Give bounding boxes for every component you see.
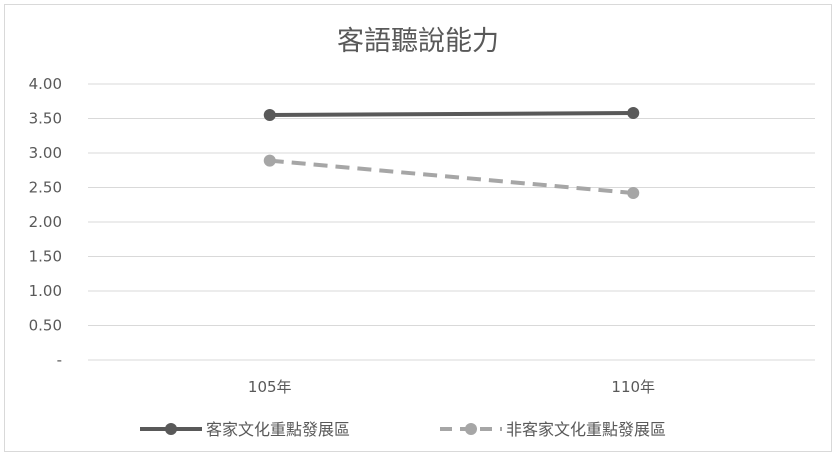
y-tick-label: 0.50 <box>29 317 62 335</box>
legend-label: 非客家文化重點發展區 <box>506 420 666 439</box>
chart-title: 客語聽說能力 <box>337 26 499 57</box>
chart-frame <box>4 4 832 452</box>
y-tick-label: 4.00 <box>29 75 62 93</box>
y-tick-label: 3.50 <box>29 110 62 128</box>
data-point <box>263 154 276 167</box>
x-axis-tick-labels: 105年 110年 <box>248 378 655 396</box>
y-tick-label: - <box>57 351 62 369</box>
data-point <box>263 109 276 122</box>
legend-marker <box>165 423 177 435</box>
y-tick-label: 2.50 <box>29 179 62 197</box>
data-point <box>627 187 640 200</box>
legend-marker <box>465 423 477 435</box>
legend: 客家文化重點發展區 非客家文化重點發展區 <box>140 420 666 439</box>
series-lines <box>263 106 640 200</box>
data-point <box>627 106 640 119</box>
y-tick-label: 1.50 <box>29 248 62 266</box>
series-line <box>269 110 634 118</box>
y-tick-label: 3.00 <box>29 144 62 162</box>
y-tick-label: 1.00 <box>29 282 62 300</box>
legend-label: 客家文化重點發展區 <box>206 420 350 439</box>
gridlines <box>88 83 815 361</box>
series-line <box>269 158 634 196</box>
x-tick-label: 105年 <box>248 378 292 396</box>
y-tick-label: 2.00 <box>29 213 62 231</box>
x-tick-label: 110年 <box>611 378 655 396</box>
y-axis-tick-labels: - 0.50 1.00 1.50 2.00 2.50 3.00 3.50 4.00 <box>29 75 62 369</box>
